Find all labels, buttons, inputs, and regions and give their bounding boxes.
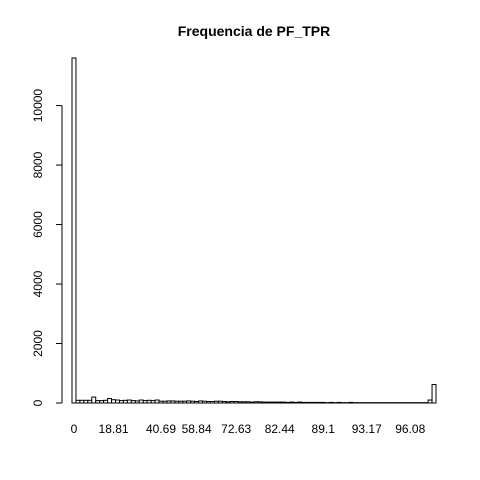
histogram-bar [281, 401, 287, 404]
histogram-bar [308, 401, 314, 404]
x-tick-label: 58.84 [182, 422, 212, 436]
histogram-bar [320, 401, 326, 404]
histogram-bar [293, 401, 299, 404]
histogram-bar [233, 401, 239, 404]
histogram-bar [209, 401, 215, 404]
histogram-bar [158, 400, 164, 404]
x-tick-label: 96.08 [395, 422, 425, 436]
histogram-bar [162, 400, 168, 404]
histogram-bar [277, 401, 283, 404]
histogram-bar [71, 57, 77, 404]
histogram-bar [257, 401, 263, 404]
histogram-bar [194, 401, 200, 404]
histogram-bar [273, 401, 279, 404]
histogram-bar [174, 400, 180, 404]
histogram-bar [186, 400, 192, 404]
chart-title: Frequencia de PF_TPR [178, 23, 330, 39]
histogram-bar [190, 400, 196, 404]
histogram-bar [150, 400, 156, 404]
histogram-bar [221, 401, 227, 404]
histogram-bar [79, 399, 85, 404]
histogram-bar [217, 400, 223, 404]
histogram-bar [182, 400, 188, 404]
y-tick-label: 2000 [31, 330, 45, 357]
histogram-bar [285, 401, 291, 404]
histogram-bar [269, 401, 275, 404]
x-tick-label: 72.63 [221, 422, 251, 436]
histogram-bar [237, 401, 243, 404]
histogram-bar [253, 401, 259, 404]
histogram-bar [134, 400, 140, 404]
histogram-bar [99, 400, 105, 404]
histogram-bar [178, 400, 184, 404]
y-tick-label: 8000 [31, 151, 45, 178]
histogram-bar [297, 401, 302, 404]
bars-group [71, 57, 437, 404]
histogram-bar [225, 401, 231, 404]
histogram-bar [130, 400, 136, 404]
histogram-bar [202, 400, 208, 404]
histogram-bar [245, 401, 251, 404]
x-tick-label: 0 [71, 422, 78, 436]
x-tick-label: 82.44 [265, 422, 295, 436]
x-tick-label: 18.81 [99, 422, 129, 436]
histogram-bar [95, 400, 101, 404]
y-tick-label: 6000 [31, 211, 45, 238]
histogram-bar [154, 399, 160, 404]
histogram-bar [261, 401, 267, 404]
histogram-bar [122, 399, 128, 404]
histogram-bar [91, 396, 97, 404]
histogram-bar [146, 399, 152, 404]
histogram-bar [249, 401, 255, 404]
histogram-bar [107, 398, 113, 404]
y-tick-label: 10000 [31, 89, 45, 123]
histogram-bar [300, 401, 306, 404]
histogram-bar [431, 384, 437, 404]
y-tick-label: 0 [31, 399, 45, 406]
histogram-bar [213, 400, 219, 404]
y-tick-label: 4000 [31, 270, 45, 297]
histogram-bar [142, 400, 148, 404]
histogram-bar [229, 401, 235, 404]
histogram-bar [348, 401, 354, 404]
histogram-bar [170, 400, 176, 404]
x-tick-label: 89.1 [312, 422, 336, 436]
histogram-bar [166, 400, 172, 404]
x-tick-label: 93.17 [352, 422, 382, 436]
x-tick-label: 40.69 [146, 422, 176, 436]
histogram-bar [265, 401, 271, 404]
histogram-bar [198, 400, 204, 404]
histogram-bar [83, 399, 89, 404]
histogram-bar [316, 401, 322, 404]
histogram-bar [336, 401, 342, 404]
x-axis: 0 18.81 40.69 58.84 72.63 82.44 89.1 93.17 96.08 [71, 422, 426, 436]
histogram-bar [115, 399, 120, 404]
histogram-bar [312, 401, 318, 404]
histogram-bar [118, 400, 124, 404]
histogram-bar [103, 399, 109, 404]
y-axis: 0 2000 4000 6000 8000 10000 [31, 89, 63, 406]
histogram-bar [427, 399, 433, 404]
histogram-bar [304, 401, 310, 404]
histogram-bar [138, 399, 144, 404]
histogram-bar [206, 401, 211, 404]
histogram-bar [75, 399, 81, 404]
histogram-bar [126, 399, 132, 404]
histogram-bar [328, 401, 334, 404]
histogram-bar [241, 401, 247, 404]
histogram-bar [111, 399, 117, 404]
histogram-bar [87, 399, 93, 404]
histogram-bar [289, 401, 295, 404]
